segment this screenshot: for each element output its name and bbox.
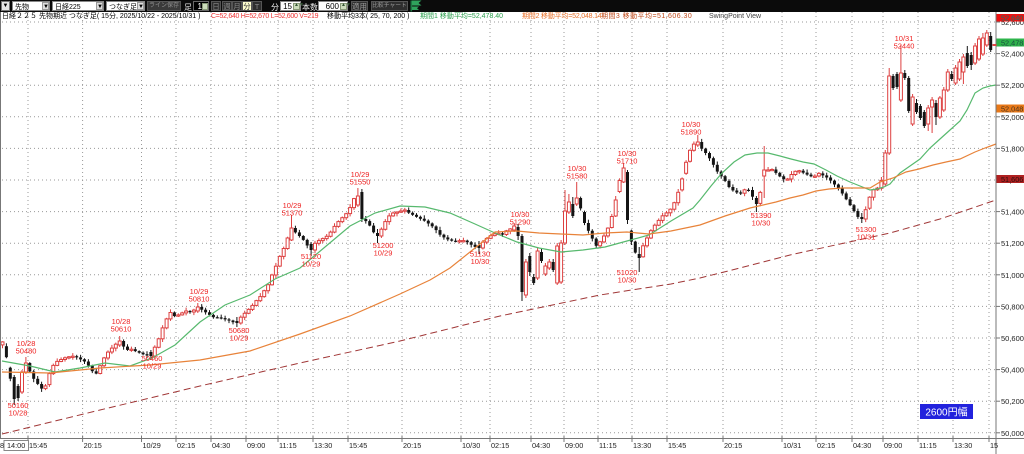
svg-text:02:15: 02:15 [817, 441, 835, 450]
svg-text:10/29: 10/29 [302, 260, 321, 269]
svg-text:10/28: 10/28 [17, 339, 36, 348]
svg-text:11:15: 11:15 [599, 441, 617, 450]
svg-text:50,400.: 50,400. [1001, 366, 1024, 375]
svg-text:52,400.: 52,400. [1001, 50, 1024, 59]
svg-text:50,800.: 50,800. [1001, 302, 1024, 311]
svg-text:10/30: 10/30 [568, 164, 587, 173]
svg-text:10/30: 10/30 [752, 219, 771, 228]
svg-text:51,800.: 51,800. [1001, 144, 1024, 153]
svg-text:10/30: 10/30 [682, 120, 701, 129]
svg-text:52,600.: 52,600. [1001, 18, 1024, 27]
svg-text:51370: 51370 [282, 209, 303, 218]
svg-text:50,600.: 50,600. [1001, 334, 1024, 343]
svg-text:51,606: 51,606 [1001, 175, 1023, 184]
svg-text:10/29: 10/29 [283, 201, 302, 210]
svg-text:51550: 51550 [350, 178, 371, 187]
svg-text:15:45: 15:45 [349, 441, 367, 450]
svg-text:50610: 50610 [111, 325, 132, 334]
svg-text:50680: 50680 [229, 326, 250, 335]
svg-text:51130: 51130 [470, 250, 490, 259]
svg-text:50480: 50480 [16, 347, 37, 356]
svg-text:10/30: 10/30 [462, 441, 480, 450]
svg-text:50,200.: 50,200. [1001, 397, 1024, 406]
svg-text:51300: 51300 [856, 225, 877, 234]
svg-text:15: 15 [990, 441, 998, 450]
svg-text:51120: 51120 [301, 252, 321, 261]
svg-text:51200: 51200 [373, 241, 394, 250]
svg-text:50160: 50160 [8, 401, 29, 410]
svg-text:20:15: 20:15 [403, 441, 421, 450]
svg-text:51390: 51390 [751, 211, 772, 220]
svg-text:52,478: 52,478 [1001, 39, 1023, 48]
svg-text:10/29: 10/29 [351, 170, 370, 179]
svg-text:10/30: 10/30 [511, 210, 530, 219]
svg-text:10/30: 10/30 [618, 149, 637, 158]
svg-text:50810: 50810 [189, 295, 210, 304]
svg-text:52,200.: 52,200. [1001, 81, 1024, 90]
svg-text:50,000.: 50,000. [1001, 429, 1024, 438]
svg-text:10/31: 10/31 [857, 233, 876, 242]
svg-text:51,000.: 51,000. [1001, 271, 1024, 280]
svg-text:10/28: 10/28 [112, 317, 131, 326]
svg-text:11:15: 11:15 [279, 441, 297, 450]
svg-text:04:30: 04:30 [853, 441, 871, 450]
svg-text:10/31: 10/31 [783, 441, 801, 450]
svg-text:02:15: 02:15 [491, 441, 509, 450]
svg-text:20:15: 20:15 [724, 441, 742, 450]
svg-text:02:15: 02:15 [177, 441, 195, 450]
svg-text:50460: 50460 [142, 354, 163, 363]
svg-text:51710: 51710 [617, 157, 638, 166]
svg-text:13:30: 13:30 [633, 441, 651, 450]
svg-text:04:30: 04:30 [532, 441, 550, 450]
svg-text:09:00: 09:00 [565, 441, 583, 450]
svg-text:10/29: 10/29 [230, 334, 249, 343]
svg-text:10/29: 10/29 [190, 287, 209, 296]
svg-text:28: 28 [0, 441, 4, 450]
svg-text:51,400.: 51,400. [1001, 208, 1024, 217]
svg-text:51290: 51290 [510, 218, 531, 227]
svg-text:10/31: 10/31 [895, 34, 914, 43]
svg-text:13:30: 13:30 [954, 441, 972, 450]
svg-text:10/30: 10/30 [471, 257, 490, 266]
svg-text:10/28: 10/28 [9, 409, 28, 418]
svg-text:51890: 51890 [681, 128, 702, 137]
svg-text:20:15: 20:15 [84, 441, 102, 450]
svg-text:11:15: 11:15 [919, 441, 937, 450]
svg-text:10/29: 10/29 [143, 362, 162, 371]
svg-text:14:00: 14:00 [7, 441, 25, 450]
svg-text:52440: 52440 [894, 42, 915, 51]
svg-text:51580: 51580 [567, 172, 588, 181]
svg-text:10/30: 10/30 [618, 276, 637, 285]
svg-text:2600円幅: 2600円幅 [925, 406, 967, 419]
svg-text:52,000.: 52,000. [1001, 113, 1024, 122]
svg-text:10/29: 10/29 [374, 249, 393, 258]
svg-text:13:30: 13:30 [314, 441, 332, 450]
svg-text:04:30: 04:30 [212, 441, 230, 450]
svg-text:09:00: 09:00 [247, 441, 265, 450]
svg-text:52,048: 52,048 [1001, 105, 1023, 114]
svg-text:51,200.: 51,200. [1001, 239, 1024, 248]
svg-text:09:00: 09:00 [884, 441, 902, 450]
svg-text:10/29: 10/29 [143, 441, 161, 450]
svg-text:51020: 51020 [617, 268, 638, 277]
svg-text:15:45: 15:45 [668, 441, 686, 450]
svg-text:15:45: 15:45 [29, 441, 47, 450]
svg-text:52,640: 52,640 [1001, 14, 1023, 23]
